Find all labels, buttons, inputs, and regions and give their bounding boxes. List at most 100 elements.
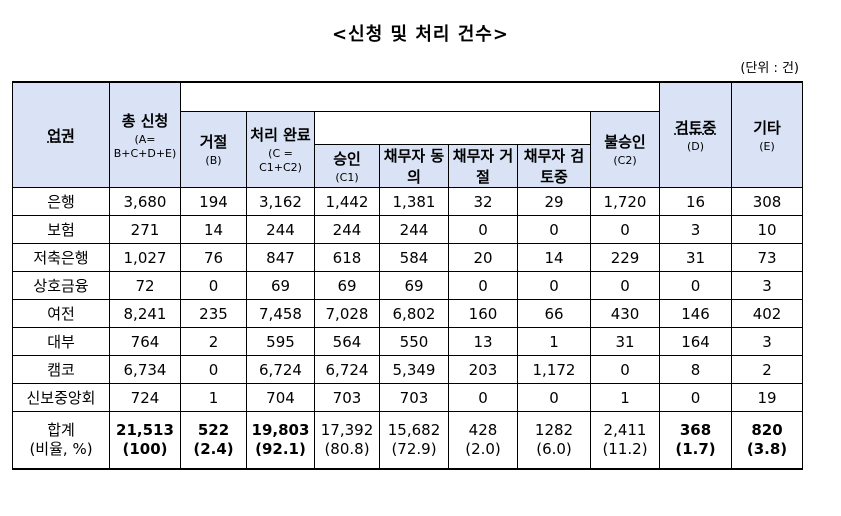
table-cell: 229 — [589, 243, 661, 272]
total-ratio: (80.8) — [324, 440, 370, 458]
table-row: 대부 764 2 595 564 550 13 1 31 164 3 — [12, 327, 804, 356]
table-cell: 1 — [517, 327, 591, 356]
table-cell: 31 — [589, 327, 661, 356]
table-cell: 69 — [246, 271, 315, 300]
header-approve: 승인 (C1) — [314, 144, 380, 188]
table-cell: 10 — [731, 215, 804, 244]
total-cell: 17,392 (80.8) — [314, 411, 380, 470]
table-cell: 430 — [589, 299, 661, 328]
table-cell: 0 — [659, 383, 733, 412]
header-disapprove: 불승인 (C2) — [589, 111, 661, 188]
application-table: 업권 총 신청 (A= B+C+D+E) 검토중 (D) 기타 (E) 거절 (… — [12, 81, 804, 470]
table-cell: 0 — [180, 355, 247, 384]
row-category: 보험 — [12, 215, 110, 244]
table-cell: 29 — [517, 187, 591, 216]
table-cell: 0 — [517, 215, 591, 244]
page-title: <신청 및 처리 건수> — [332, 24, 509, 45]
total-ratio: (11.2) — [602, 440, 648, 458]
total-row: 합계 (비율, %) 21,513 (100) 522 (2.4) 19,803 (92.1)… — [12, 411, 804, 470]
table-cell: 564 — [314, 327, 380, 356]
row-category: 상호금융 — [12, 271, 110, 300]
table-cell: 308 — [731, 187, 804, 216]
total-category: 합계 (비율, %) — [12, 411, 110, 470]
table-cell: 584 — [379, 243, 449, 272]
table-cell: 724 — [109, 383, 181, 412]
unit-label: (단위 : 건) — [740, 61, 799, 76]
total-value: 428 — [468, 421, 498, 439]
table-cell: 764 — [109, 327, 181, 356]
table-cell: 1,442 — [314, 187, 380, 216]
total-ratio: (1.7) — [675, 440, 716, 458]
table-cell: 3 — [731, 271, 804, 300]
total-label: 합계 — [47, 421, 75, 439]
total-ratio: (92.1) — [255, 440, 306, 458]
table-cell: 1 — [180, 383, 247, 412]
table-cell: 244 — [246, 215, 315, 244]
row-category: 대부 — [12, 327, 110, 356]
row-category: 저축은행 — [12, 243, 110, 272]
table-cell: 7,028 — [314, 299, 380, 328]
total-value: 19,803 — [251, 421, 310, 439]
total-value: 15,682 — [387, 421, 441, 439]
table-cell: 14 — [517, 243, 591, 272]
table-cell: 203 — [448, 355, 518, 384]
table-cell: 66 — [517, 299, 591, 328]
total-cell: 522 (2.4) — [180, 411, 247, 470]
header-approve-spacer — [314, 111, 591, 145]
table-cell: 1,381 — [379, 187, 449, 216]
table-cell: 0 — [659, 271, 733, 300]
total-cell: 19,803 (92.1) — [246, 411, 315, 470]
table-cell: 69 — [379, 271, 449, 300]
table-cell: 402 — [731, 299, 804, 328]
table-cell: 0 — [589, 355, 661, 384]
table-cell: 8 — [659, 355, 733, 384]
table-cell: 0 — [517, 271, 591, 300]
table-cell: 6,724 — [314, 355, 380, 384]
table-cell: 7,458 — [246, 299, 315, 328]
table-row: 저축은행 1,027 76 847 618 584 20 14 229 31 73 — [12, 243, 804, 272]
header-other: 기타 (E) — [731, 81, 804, 188]
total-value: 820 — [751, 421, 783, 439]
total-cell: 15,682 (72.9) — [379, 411, 449, 470]
row-category: 캠코 — [12, 355, 110, 384]
table-cell: 160 — [448, 299, 518, 328]
total-value: 17,392 — [320, 421, 374, 439]
table-cell: 1,027 — [109, 243, 181, 272]
table-cell: 1,172 — [517, 355, 591, 384]
row-category: 여전 — [12, 299, 110, 328]
table-cell: 73 — [731, 243, 804, 272]
header-category: 업권 — [12, 81, 110, 188]
table-cell: 2 — [731, 355, 804, 384]
total-value: 21,513 — [116, 421, 174, 439]
header-debtor-reject: 채무자 거절 — [448, 144, 518, 188]
table-cell: 0 — [589, 215, 661, 244]
table-row: 여전 8,241 235 7,458 7,028 6,802 160 66 430 146 402 — [12, 299, 804, 328]
total-ratio: (6.0) — [536, 440, 572, 458]
total-ratio: (3.8) — [746, 440, 788, 458]
table-cell: 244 — [379, 215, 449, 244]
table-cell: 19 — [731, 383, 804, 412]
table-cell: 550 — [379, 327, 449, 356]
row-category: 은행 — [12, 187, 110, 216]
table-cell: 703 — [379, 383, 449, 412]
table-cell: 76 — [180, 243, 247, 272]
table-cell: 32 — [448, 187, 518, 216]
table-cell: 1 — [589, 383, 661, 412]
table-cell: 704 — [246, 383, 315, 412]
table-cell: 595 — [246, 327, 315, 356]
table-cell: 1,720 — [589, 187, 661, 216]
total-value: 522 — [197, 421, 230, 439]
total-cell: 368 (1.7) — [659, 411, 733, 470]
table-row: 상호금융 72 0 69 69 69 0 0 0 0 3 — [12, 271, 804, 300]
total-cell: 1282 (6.0) — [517, 411, 591, 470]
table-cell: 6,724 — [246, 355, 315, 384]
table-row: 보험 271 14 244 244 244 0 0 0 3 10 — [12, 215, 804, 244]
total-cell: 2,411 (11.2) — [589, 411, 661, 470]
header-total: 총 신청 (A= B+C+D+E) — [109, 81, 181, 188]
total-value: 368 — [679, 421, 712, 439]
table-cell: 69 — [314, 271, 380, 300]
table-row: 은행 3,680 194 3,162 1,442 1,381 32 29 1,720 16 308 — [12, 187, 804, 216]
total-cell: 428 (2.0) — [448, 411, 518, 470]
header-reviewing: 검토중 (D) — [659, 81, 733, 188]
table-cell: 618 — [314, 243, 380, 272]
